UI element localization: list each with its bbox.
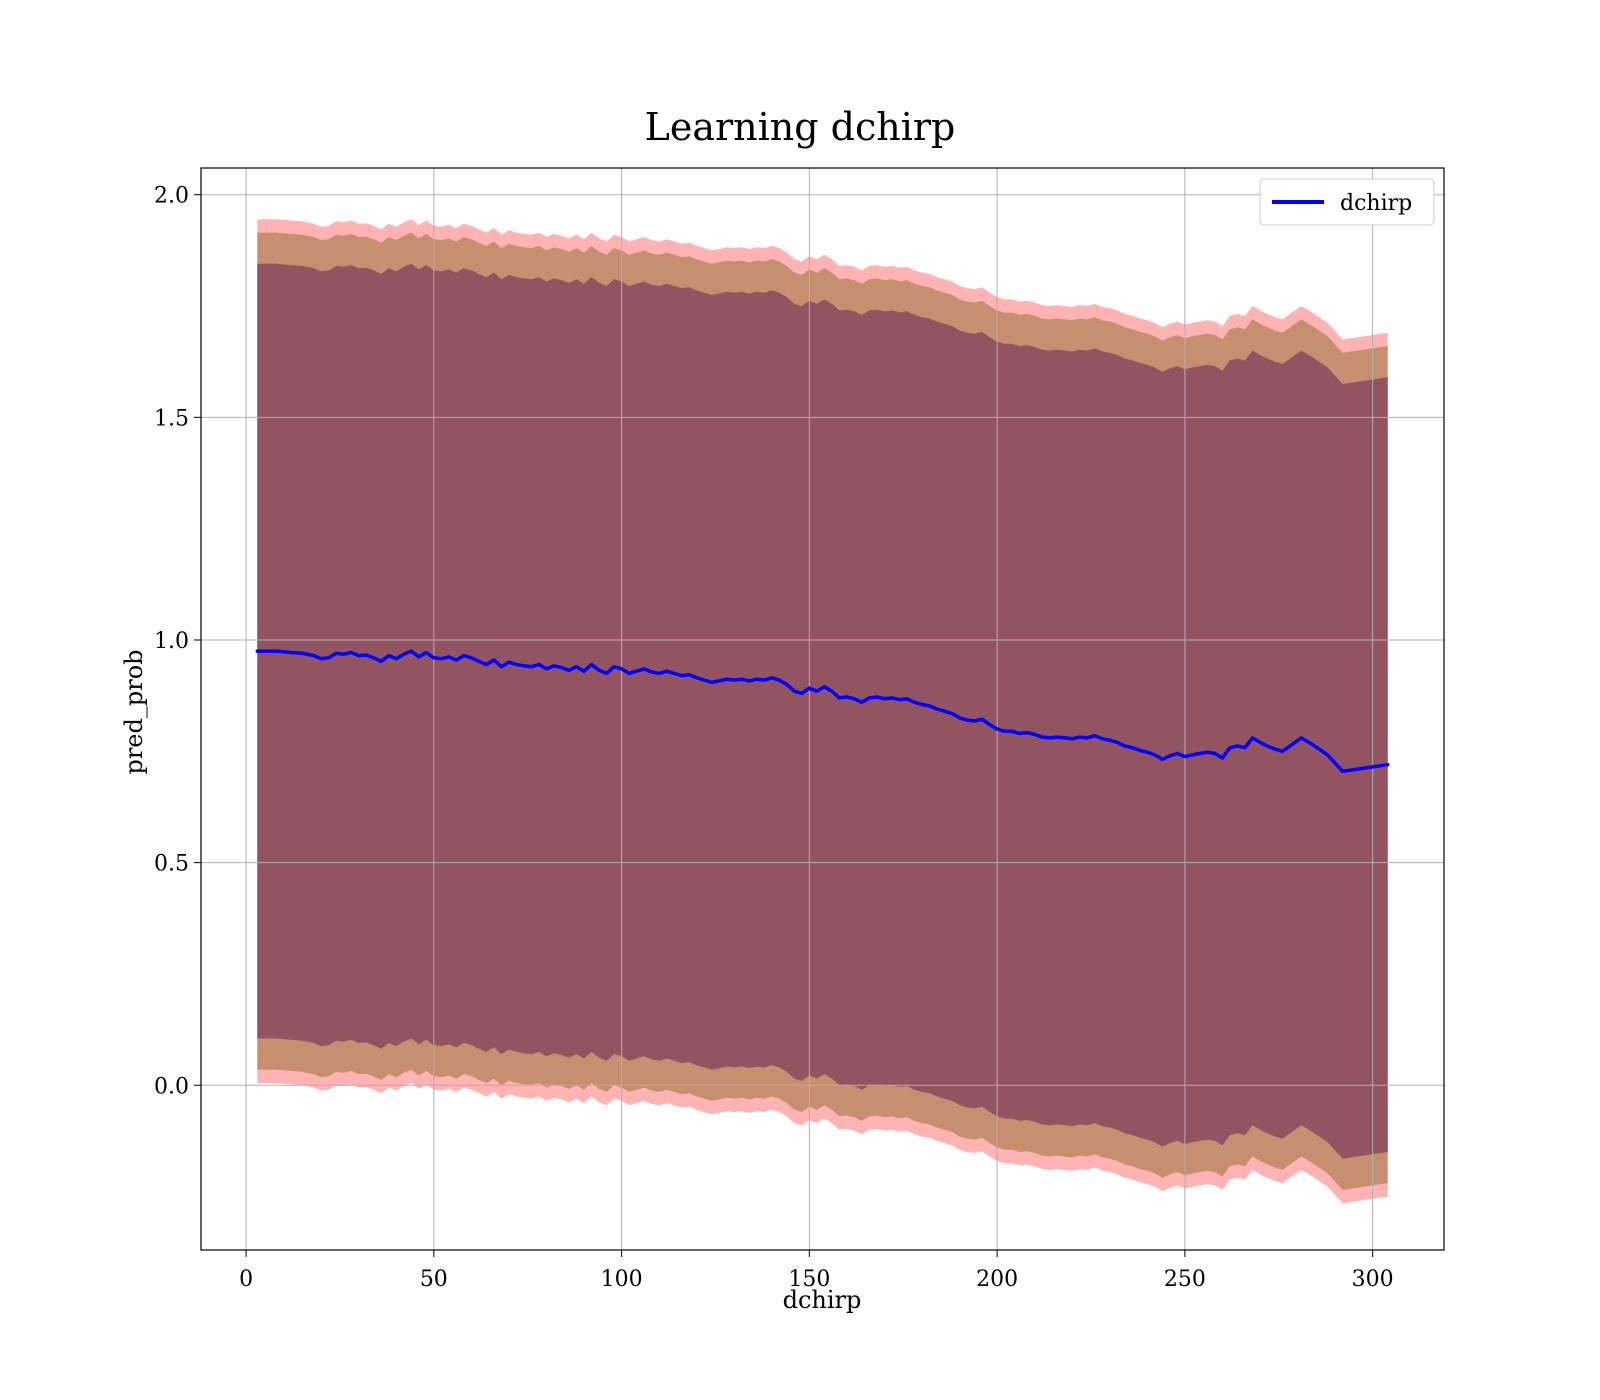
series-group [255,649,1390,774]
y-tick-label: 0.5 [154,852,189,877]
legend-label: dchirp [1340,191,1412,216]
x-tick-label: 100 [601,1267,643,1292]
confidence-bands [257,219,1388,1204]
chart-title: Learning dchirp [645,105,956,149]
y-tick-label: 2.0 [154,184,189,209]
y-tick-label: 0.0 [154,1074,189,1099]
x-tick-label: 300 [1352,1267,1394,1292]
x-tick-label: 250 [1164,1267,1206,1292]
series-line-dchirp [255,649,1390,774]
x-axis-ticks: 0 50 100 150 200 250 300 [239,1250,1394,1292]
y-axis-label: pred_prob [120,649,148,774]
band-inner [257,263,1388,1159]
legend: dchirp [1259,178,1435,226]
x-tick-label: 50 [420,1267,448,1292]
x-tick-label: 150 [788,1267,830,1292]
grid-lines [201,168,1444,1250]
x-tick-label: 200 [976,1267,1018,1292]
y-tick-label: 1.5 [154,406,189,431]
x-tick-label: 0 [239,1267,253,1292]
x-axis-label: dchirp [783,1286,862,1314]
legend-box [1259,178,1435,226]
plot-area [200,167,1445,1251]
y-tick-label: 1.0 [154,629,189,654]
y-axis-ticks: 0.0 0.5 1.0 1.5 2.0 [154,184,201,1099]
plot-frame [200,167,1445,1251]
